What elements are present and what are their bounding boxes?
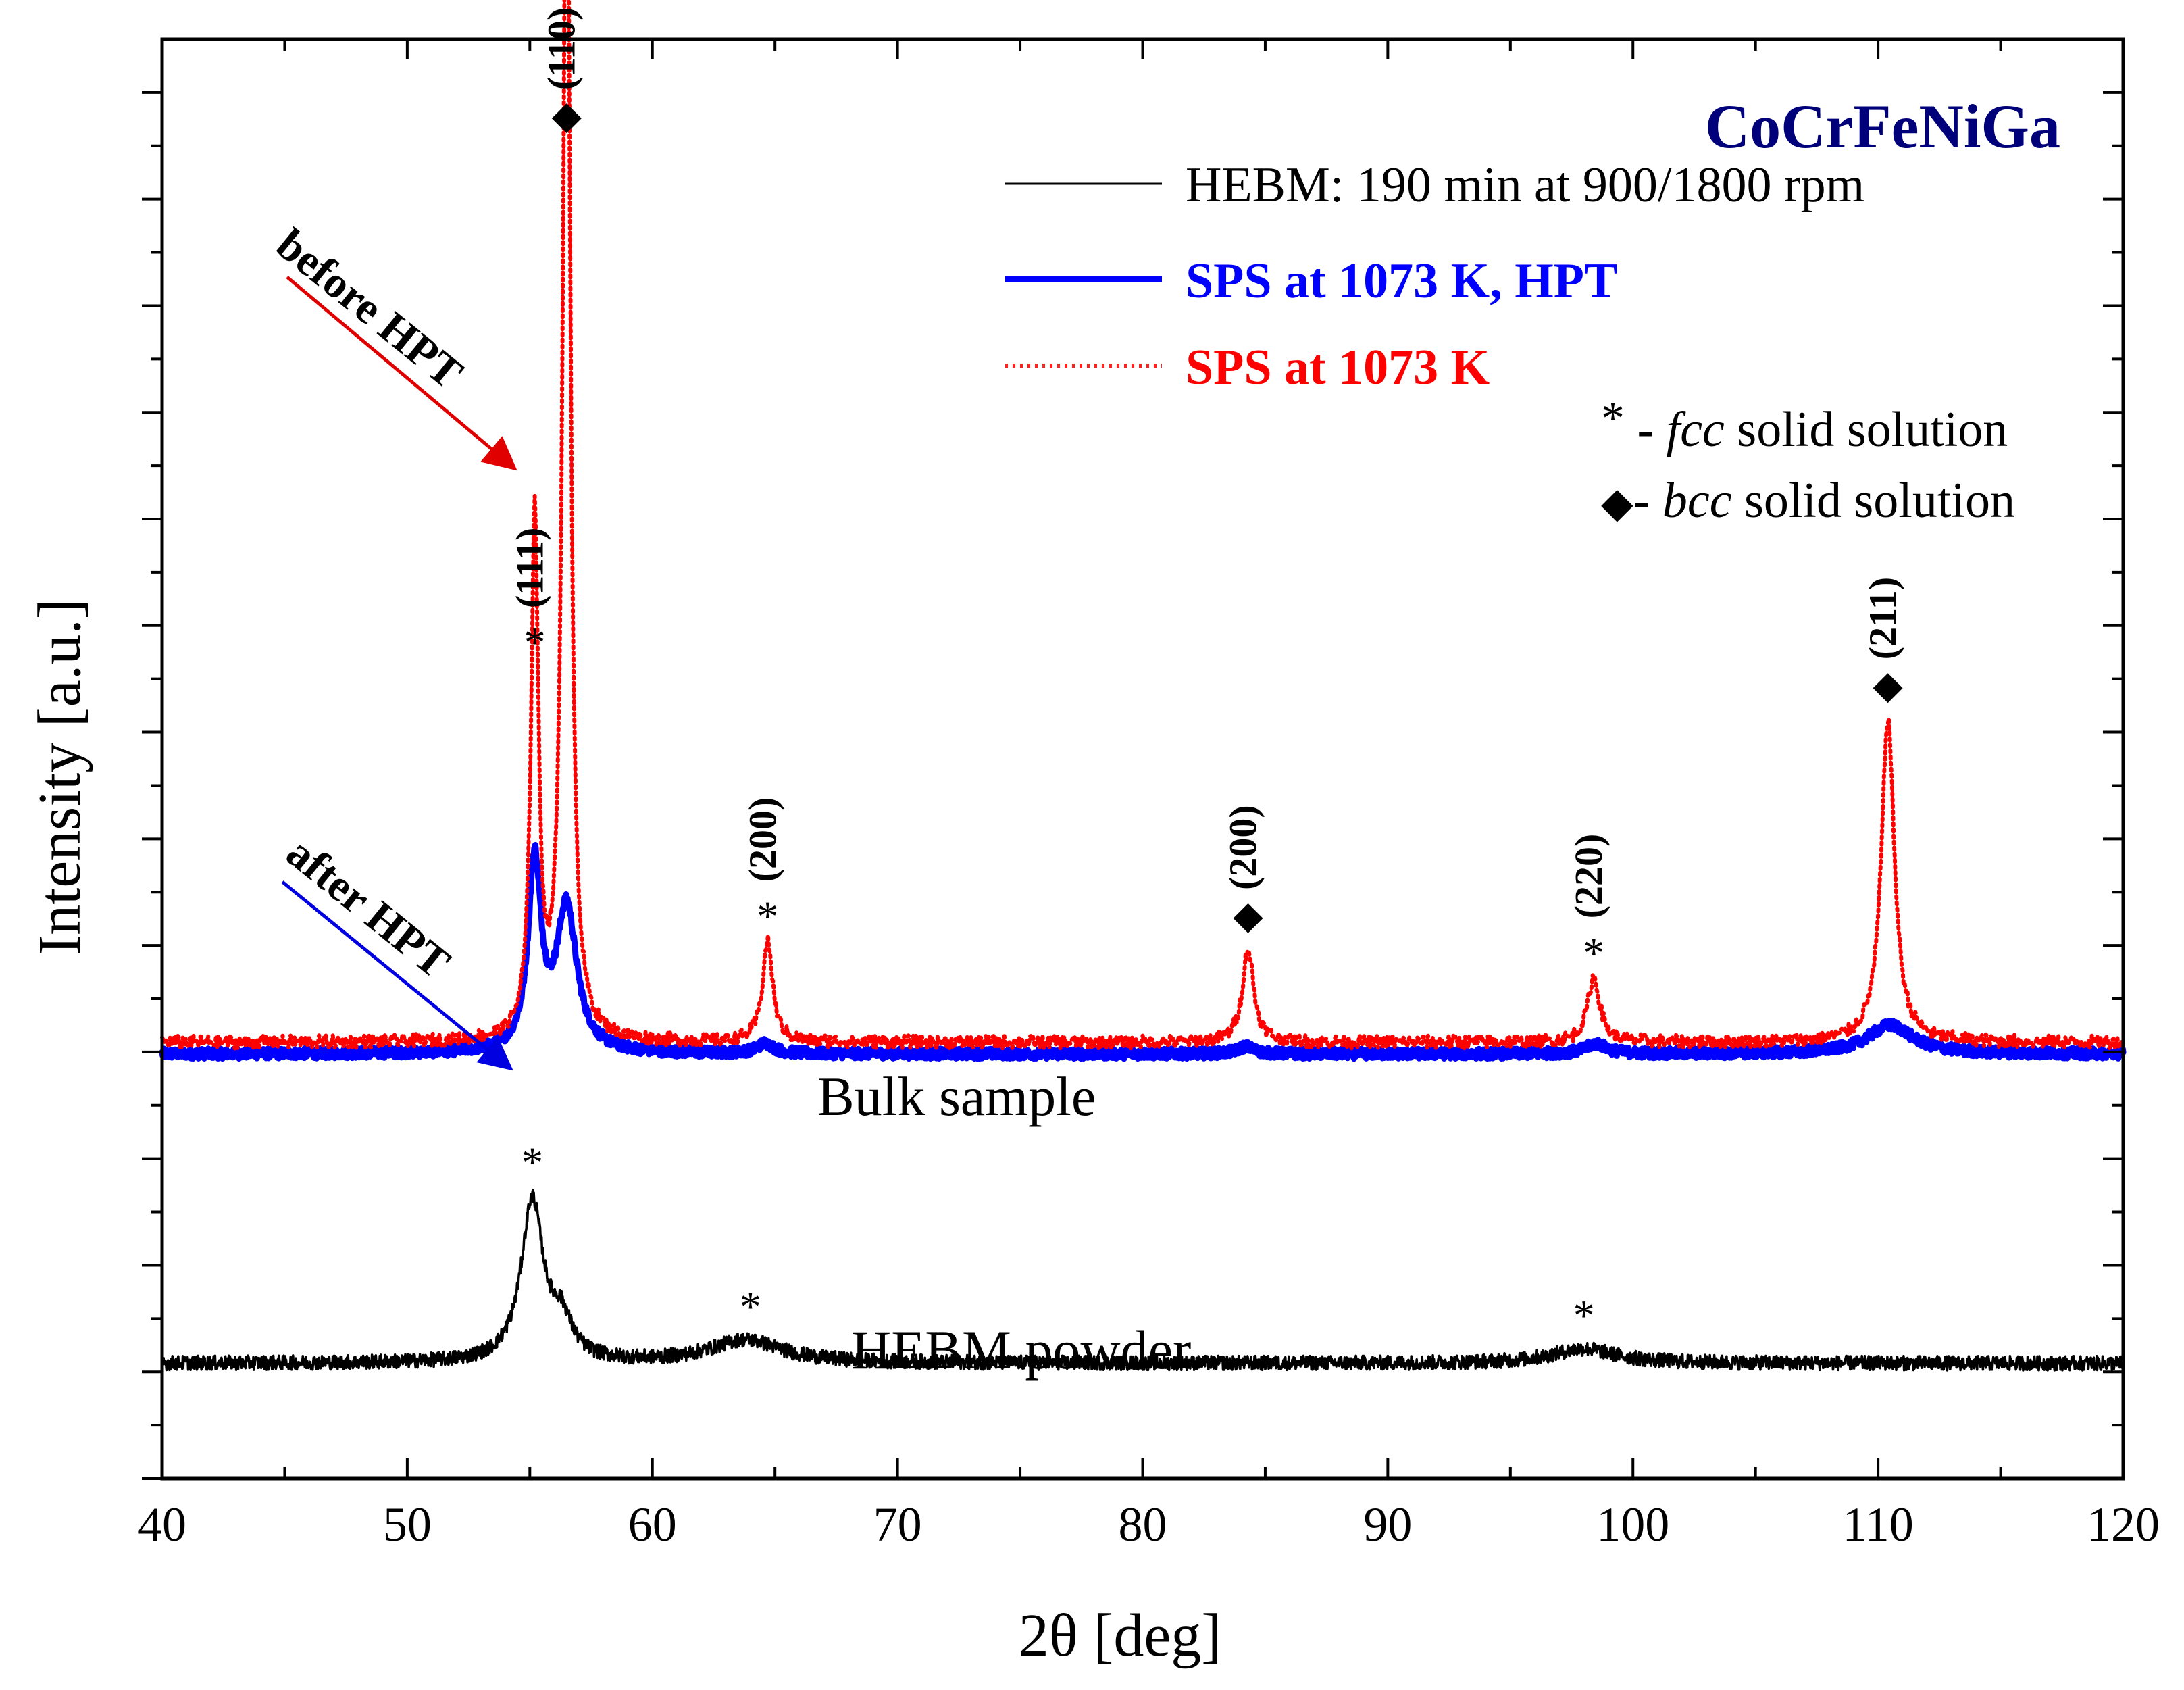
x-axis-title: 2θ [deg] [1019, 1602, 1222, 1669]
phase-legend-bcc: ◆- bcc solid solution [1601, 473, 2015, 528]
bcc-marker [551, 103, 582, 134]
x-tick-label: 110 [1842, 1497, 1913, 1551]
reflection-label-0: (111) [508, 528, 552, 608]
x-tick-label: 90 [1363, 1497, 1412, 1551]
bcc-marker [1233, 903, 1263, 933]
x-tick-label: 40 [138, 1497, 186, 1551]
powder-fcc-marker: * [522, 1139, 543, 1187]
after-hpt-label: after HPT [278, 828, 459, 988]
reflection-label-2: (200) [740, 797, 784, 883]
x-tick-label: 100 [1596, 1497, 1669, 1551]
hebm-powder-label: HEBM powder [851, 1319, 1191, 1381]
powder-fcc-marker: * [1573, 1291, 1595, 1339]
phase-legend-fcc-symbol: * [1601, 393, 1625, 445]
axes-layer: 40 50 60 70 80 90 100 110 120 [138, 37, 2160, 1551]
after-hpt-arrow [281, 880, 513, 1071]
before-hpt-label: before HPT [268, 220, 472, 399]
reflection-label-3: (200) [1221, 805, 1265, 890]
x-tick-label: 70 [873, 1497, 922, 1551]
legend-label-hebm: HEBM: 190 min at 900/1800 rpm [1186, 157, 1864, 213]
phase-legend-fcc-phase: fcc [1667, 402, 1725, 457]
reflection-label-5: (211) [1861, 577, 1905, 660]
x-tick-label: 60 [628, 1497, 677, 1551]
annotation-layer: * (111) (110) * (200) (200) * (220) (211) * * * [508, 7, 1905, 1339]
phase-legend-fcc-text: solid solution [1725, 402, 2008, 457]
reflection-label-1: (110) [540, 7, 584, 90]
y-axis-title: Intensity [a.u.] [26, 599, 93, 955]
before-hpt-arrow [286, 276, 517, 471]
phase-legend-fcc: * - fcc solid solution [1601, 393, 2008, 457]
phase-legend-bcc-text: solid solution [1732, 473, 2015, 528]
series-line-0 [161, 1189, 2125, 1372]
bcc-marker [1873, 673, 1903, 703]
bulk-sample-label: Bulk sample [817, 1066, 1096, 1127]
reflection-label-4: (220) [1567, 834, 1610, 919]
powder-fcc-marker: * [740, 1283, 761, 1331]
x-tick-label: 50 [383, 1497, 432, 1551]
series-line-2 [160, 0, 2125, 1051]
plot-frame [160, 37, 2125, 1481]
legend: HEBM: 190 min at 900/1800 rpm SPS at 107… [1005, 157, 2015, 528]
legend-label-sps-hpt: SPS at 1073 K, HPT [1186, 253, 1617, 309]
fcc-marker: * [757, 892, 778, 940]
x-tick-label: 80 [1119, 1497, 1167, 1551]
phase-legend-bcc-symbol: ◆ [1601, 480, 1633, 526]
chart-title: CoCrFeNiGa [1705, 92, 2060, 161]
fcc-marker: * [1583, 928, 1604, 976]
legend-label-sps: SPS at 1073 K [1186, 340, 1490, 395]
x-tick-label: 120 [2087, 1497, 2160, 1551]
phase-legend-bcc-phase: bcc [1662, 473, 1732, 528]
fcc-marker: * [524, 618, 546, 666]
